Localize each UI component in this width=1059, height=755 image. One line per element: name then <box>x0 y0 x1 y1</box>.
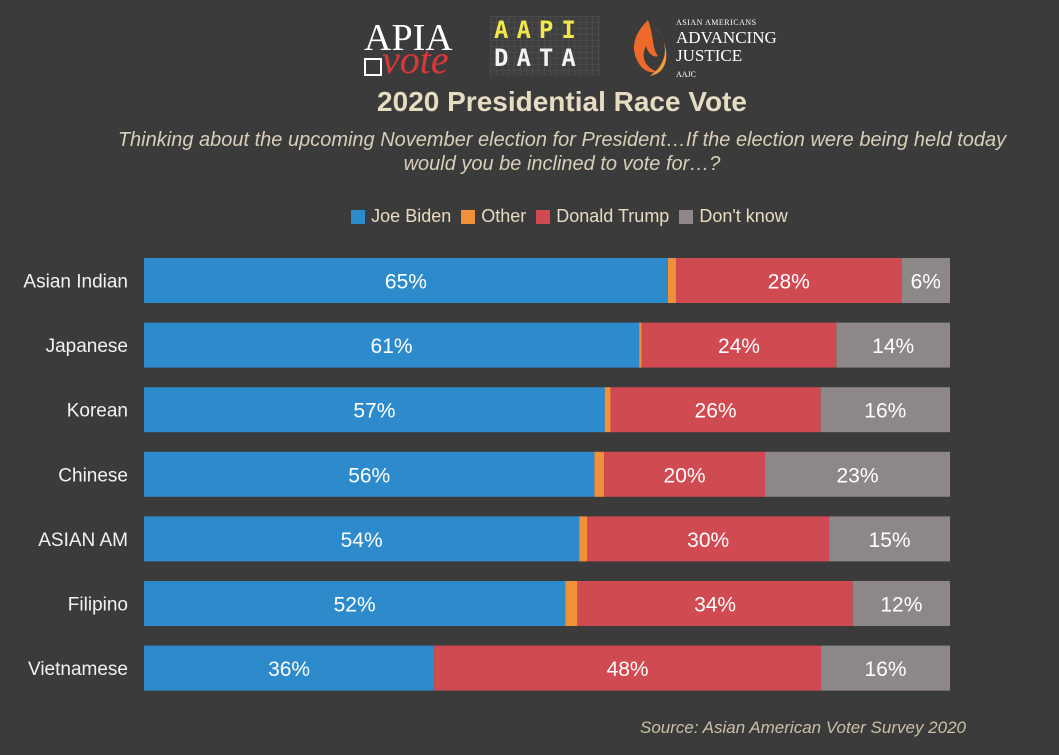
data-label: 61% <box>371 335 413 358</box>
bar-segment <box>901 258 950 303</box>
legend-swatch <box>679 209 694 224</box>
legend-label: Don't know <box>699 206 788 226</box>
bar-segment <box>641 322 837 368</box>
chart-title: 2020 Presidential Race Vote <box>377 86 747 117</box>
data-label: 34% <box>694 594 736 617</box>
legend-swatch <box>536 209 551 224</box>
data-label: 56% <box>348 464 390 487</box>
data-label: 57% <box>353 400 395 423</box>
category-label: Vietnamese <box>28 659 128 680</box>
aajc-small-text: ASIAN AMERICANS <box>676 18 757 27</box>
data-label: 14% <box>872 335 914 358</box>
data-label: 12% <box>880 594 922 617</box>
category-label: Korean <box>67 401 128 422</box>
bar-segment <box>610 387 821 433</box>
data-label: 16% <box>865 658 907 681</box>
legend-swatch <box>351 209 366 224</box>
data-label: 16% <box>864 400 906 423</box>
bar-segment <box>144 645 435 691</box>
legend-swatch <box>461 209 476 224</box>
bar-segment <box>604 387 611 433</box>
bar-segment <box>820 387 950 433</box>
data-label: 30% <box>687 529 729 552</box>
chart-subtitle: Thinking about the upcoming November ele… <box>117 129 1007 175</box>
category-label: Chinese <box>58 465 128 486</box>
aajc-logo: ASIAN AMERICANS ADVANCING JUSTICE AAJC <box>626 14 796 79</box>
bar-segment <box>144 516 580 562</box>
data-label: 65% <box>385 271 427 294</box>
data-label: 23% <box>836 464 878 487</box>
bar-segment <box>577 581 853 626</box>
bar-segment <box>829 516 950 562</box>
bar-segment <box>144 387 605 433</box>
category-label: Japanese <box>46 336 128 357</box>
data-label: 26% <box>695 400 737 423</box>
bar-segment <box>667 258 676 303</box>
data-label: 24% <box>718 335 760 358</box>
bar-segment <box>144 322 640 368</box>
bar-segment <box>579 516 588 562</box>
bar-segment <box>836 322 950 368</box>
category-label: ASIAN AM <box>38 530 128 551</box>
bar-segment <box>604 451 765 497</box>
source-note: Source: Asian American Voter Survey 2020 <box>640 718 966 737</box>
bar-segment <box>639 322 642 368</box>
bar-segment <box>434 645 822 691</box>
data-label: 54% <box>341 529 383 552</box>
legend-item: Don't know <box>679 206 788 227</box>
apia-vote-logo: APIA vote <box>362 14 472 82</box>
aajc-abbr-text: AAJC <box>676 70 697 79</box>
data-label: 48% <box>607 658 649 681</box>
bar-segment <box>144 451 595 497</box>
legend-label: Other <box>481 206 527 226</box>
vote-logo-text: vote <box>382 37 449 82</box>
logo-bar: APIA vote AAPI DATA ASIAN AMERICANS ADVA… <box>0 8 1059 82</box>
data-logo-text: DATA <box>494 44 584 72</box>
bar-segment <box>675 258 902 303</box>
bar-segment <box>565 581 578 626</box>
aajc-line2-text: JUSTICE <box>676 46 743 65</box>
bar-segment <box>764 451 950 497</box>
category-label: Filipino <box>68 595 128 616</box>
aapi-data-logo: AAPI DATA <box>490 16 600 76</box>
legend-item: Donald Trump <box>536 206 669 227</box>
data-label: 52% <box>334 594 376 617</box>
chart-legend: Joe Biden Other Donald Trump Don't know <box>0 206 1059 227</box>
data-label: 36% <box>268 658 310 681</box>
bar-segment <box>587 516 830 562</box>
category-label: Asian Indian <box>23 272 128 293</box>
checkbox-icon <box>364 58 382 76</box>
legend-item: Other <box>461 206 526 227</box>
aajc-line1-text: ADVANCING <box>676 28 777 47</box>
bar-segment <box>594 451 605 497</box>
aapi-logo-text: AAPI <box>494 16 584 44</box>
data-label: 15% <box>869 529 911 552</box>
apia-logo-text: APIA <box>364 17 453 59</box>
bar-segment <box>821 645 950 691</box>
legend-item: Joe Biden <box>351 206 451 227</box>
data-label: 28% <box>768 271 810 294</box>
data-label: 6% <box>911 271 941 294</box>
legend-label: Joe Biden <box>371 206 452 226</box>
bar-segment <box>852 581 950 626</box>
data-label: 20% <box>664 464 706 487</box>
bar-segment <box>144 258 668 303</box>
flame-icon <box>633 20 667 76</box>
bar-segment <box>144 581 566 626</box>
legend-label: Donald Trump <box>556 206 670 226</box>
